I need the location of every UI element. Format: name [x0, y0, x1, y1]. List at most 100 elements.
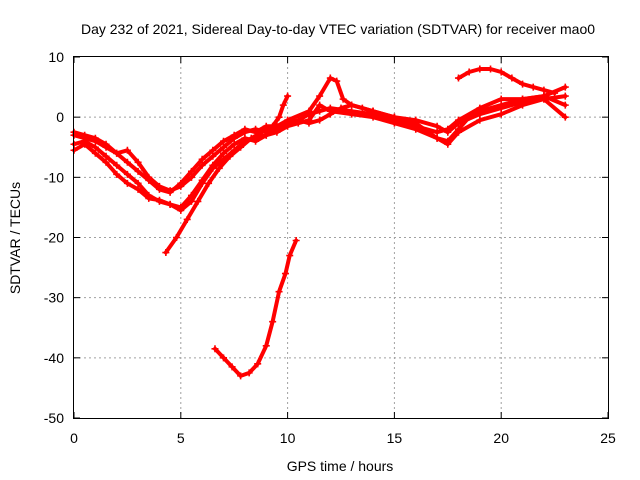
- data-point-marker: [284, 116, 292, 124]
- data-point-marker: [465, 68, 473, 76]
- data-point-marker: [123, 170, 131, 178]
- data-point-marker: [209, 152, 217, 160]
- data-point-marker: [281, 270, 289, 278]
- data-point-marker: [284, 92, 292, 100]
- data-point-marker: [412, 119, 420, 127]
- data-point-marker: [540, 95, 548, 103]
- series-arc-7: [211, 237, 300, 380]
- data-point-marker: [284, 122, 292, 130]
- data-point-marker: [166, 200, 174, 208]
- data-point-marker: [519, 101, 527, 109]
- data-point-marker: [198, 176, 206, 184]
- data-point-marker: [497, 110, 505, 118]
- x-axis-label: GPS time / hours: [287, 458, 394, 474]
- data-point-marker: [476, 107, 484, 115]
- data-point-marker: [476, 116, 484, 124]
- data-point-marker: [348, 110, 356, 118]
- data-point-marker: [551, 89, 559, 97]
- data-point-marker: [497, 68, 505, 76]
- data-point-marker: [519, 80, 527, 88]
- plot-frame: [73, 56, 609, 419]
- data-point-marker: [241, 134, 249, 142]
- data-point-marker: [305, 107, 313, 115]
- data-point-marker: [220, 354, 228, 362]
- data-point-marker: [177, 203, 185, 211]
- data-point-marker: [183, 215, 191, 223]
- data-point-marker: [476, 65, 484, 73]
- y-tick-label: -50: [44, 410, 64, 426]
- data-point-marker: [358, 104, 366, 112]
- data-point-marker: [286, 252, 294, 260]
- data-point-marker: [145, 176, 153, 184]
- data-point-marker: [454, 128, 462, 136]
- data-point-marker: [205, 179, 213, 187]
- series-line: [213, 238, 299, 378]
- x-tick-label: 0: [70, 430, 78, 446]
- data-point-marker: [230, 131, 238, 139]
- data-point-marker: [81, 131, 89, 139]
- data-point-marker: [497, 95, 505, 103]
- data-point-marker: [529, 83, 537, 91]
- axis-ticks: 0 5 10 15 20 25 -50 -40 -30 -20 -10 0 10: [44, 49, 616, 446]
- data-point-marker: [123, 179, 131, 187]
- data-point-marker: [508, 74, 516, 82]
- y-tick-label: -20: [44, 230, 64, 246]
- data-point-marker: [187, 173, 195, 181]
- data-point-marker: [275, 288, 283, 296]
- data-point-marker: [258, 128, 266, 136]
- data-point-marker: [254, 360, 262, 368]
- data-point-marker: [561, 113, 569, 121]
- data-point-marker: [102, 152, 110, 160]
- y-tick-label: 10: [48, 49, 64, 65]
- data-point-marker: [487, 65, 495, 73]
- data-point-marker: [519, 95, 527, 103]
- data-point-marker: [228, 363, 236, 371]
- data-point-marker: [113, 161, 121, 169]
- data-point-marker: [252, 137, 260, 145]
- data-point-marker: [134, 167, 142, 175]
- data-point-marker: [561, 101, 569, 109]
- series-line: [456, 67, 557, 96]
- data-point-marker: [412, 125, 420, 133]
- x-tick-label: 10: [280, 430, 296, 446]
- data-point-marker: [194, 197, 202, 205]
- data-point-marker: [316, 116, 324, 124]
- y-axis-label: SDTVAR / TECUs: [7, 182, 23, 294]
- data-point-marker: [237, 372, 245, 380]
- data-point-marker: [465, 113, 473, 121]
- x-tick-label: 25: [600, 430, 616, 446]
- data-point-marker: [91, 149, 99, 157]
- data-point-marker: [561, 92, 569, 100]
- data-point-marker: [155, 185, 163, 193]
- data-point-marker: [187, 197, 195, 205]
- x-tick-label: 5: [177, 430, 185, 446]
- data-point-marker: [173, 234, 181, 241]
- data-point-marker: [433, 122, 441, 130]
- data-point-marker: [339, 95, 347, 103]
- data-point-marker: [369, 107, 377, 115]
- data-point-marker: [305, 116, 313, 124]
- data-point-marker: [226, 152, 234, 160]
- data-point-marker: [433, 134, 441, 142]
- data-point-marker: [123, 146, 131, 154]
- chart-title: Day 232 of 2021, Sidereal Day-to-day VTE…: [81, 21, 595, 37]
- data-point-marker: [273, 128, 281, 136]
- data-point-marker: [279, 101, 287, 109]
- series-line: [163, 94, 290, 255]
- data-point-marker: [91, 134, 99, 142]
- data-point-marker: [444, 128, 452, 136]
- data-point-marker: [102, 158, 110, 166]
- data-point-marker: [145, 194, 153, 202]
- data-point-marker: [220, 137, 228, 145]
- data-point-marker: [316, 92, 324, 100]
- data-point-marker: [237, 143, 245, 151]
- data-series: [70, 65, 569, 380]
- data-point-marker: [113, 149, 121, 157]
- data-point-marker: [198, 161, 206, 169]
- data-point-marker: [123, 158, 131, 166]
- data-point-marker: [187, 191, 195, 199]
- data-point-marker: [187, 167, 195, 175]
- data-point-marker: [390, 119, 398, 127]
- data-point-marker: [326, 74, 334, 82]
